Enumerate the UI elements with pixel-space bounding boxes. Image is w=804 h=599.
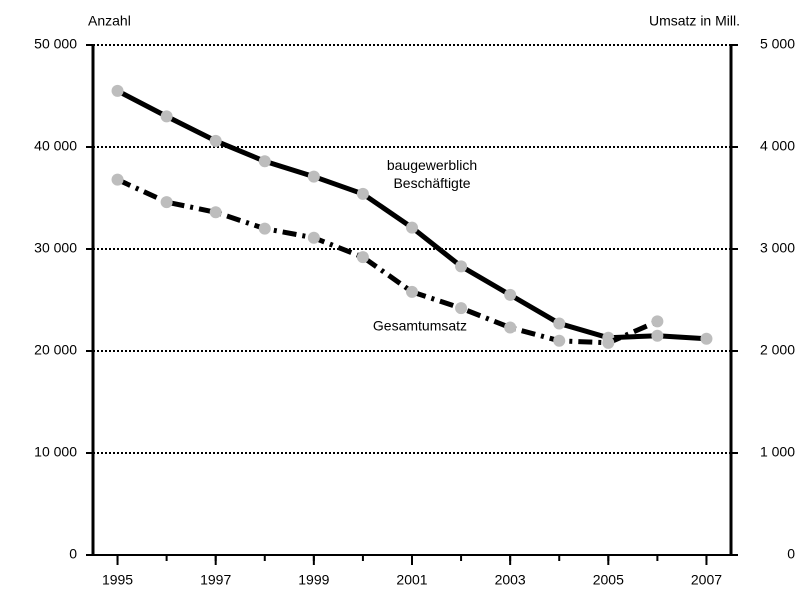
y-tick-label: 30 000 <box>34 240 77 256</box>
data-point <box>406 285 418 298</box>
data-point <box>307 170 320 183</box>
y2-axis-label: Umsatz in Mill. <box>649 13 740 29</box>
data-point <box>455 260 468 273</box>
y2-tick-label: 0 <box>787 546 795 562</box>
x-tick-label: 2001 <box>396 572 427 588</box>
data-point <box>160 110 173 123</box>
y-axis-label: Anzahl <box>88 13 131 29</box>
y2-tick-label: 3 000 <box>760 240 795 256</box>
data-point <box>111 84 124 97</box>
data-point <box>700 332 713 345</box>
data-point <box>651 329 664 342</box>
series-line <box>116 177 659 346</box>
data-point <box>209 134 222 147</box>
data-point <box>504 288 517 301</box>
data-point <box>258 155 271 168</box>
y-tick-label: 20 000 <box>34 342 77 358</box>
data-point <box>356 187 369 200</box>
data-point <box>602 336 615 349</box>
x-tick-label: 2005 <box>593 572 624 588</box>
data-point <box>406 221 418 234</box>
data-point <box>111 173 124 186</box>
y-tick-label: 10 000 <box>34 444 77 460</box>
data-point <box>455 302 468 315</box>
data-point <box>209 206 222 219</box>
x-tick-label: 1999 <box>298 572 329 588</box>
series-label: Gesamtumsatz <box>373 318 467 334</box>
data-point <box>258 222 271 235</box>
series-line <box>116 88 707 342</box>
data-point <box>307 231 320 244</box>
y-tick-label: 40 000 <box>34 138 77 154</box>
series-label: baugewerblich Beschäftigte <box>387 157 477 191</box>
data-point <box>553 317 566 330</box>
x-tick-label: 2007 <box>691 572 722 588</box>
y-tick-label: 0 <box>69 546 77 562</box>
y2-tick-label: 1 000 <box>760 444 795 460</box>
y2-tick-label: 5 000 <box>760 36 795 52</box>
data-point <box>160 196 173 209</box>
x-tick-label: 1995 <box>102 572 133 588</box>
data-point <box>651 315 664 328</box>
x-tick-label: 1997 <box>200 572 231 588</box>
y2-tick-label: 2 000 <box>760 342 795 358</box>
data-point <box>553 334 566 347</box>
data-point <box>504 321 517 334</box>
y2-tick-label: 4 000 <box>760 138 795 154</box>
data-point <box>356 251 369 264</box>
y-tick-label: 50 000 <box>34 36 77 52</box>
x-tick-label: 2003 <box>495 572 526 588</box>
